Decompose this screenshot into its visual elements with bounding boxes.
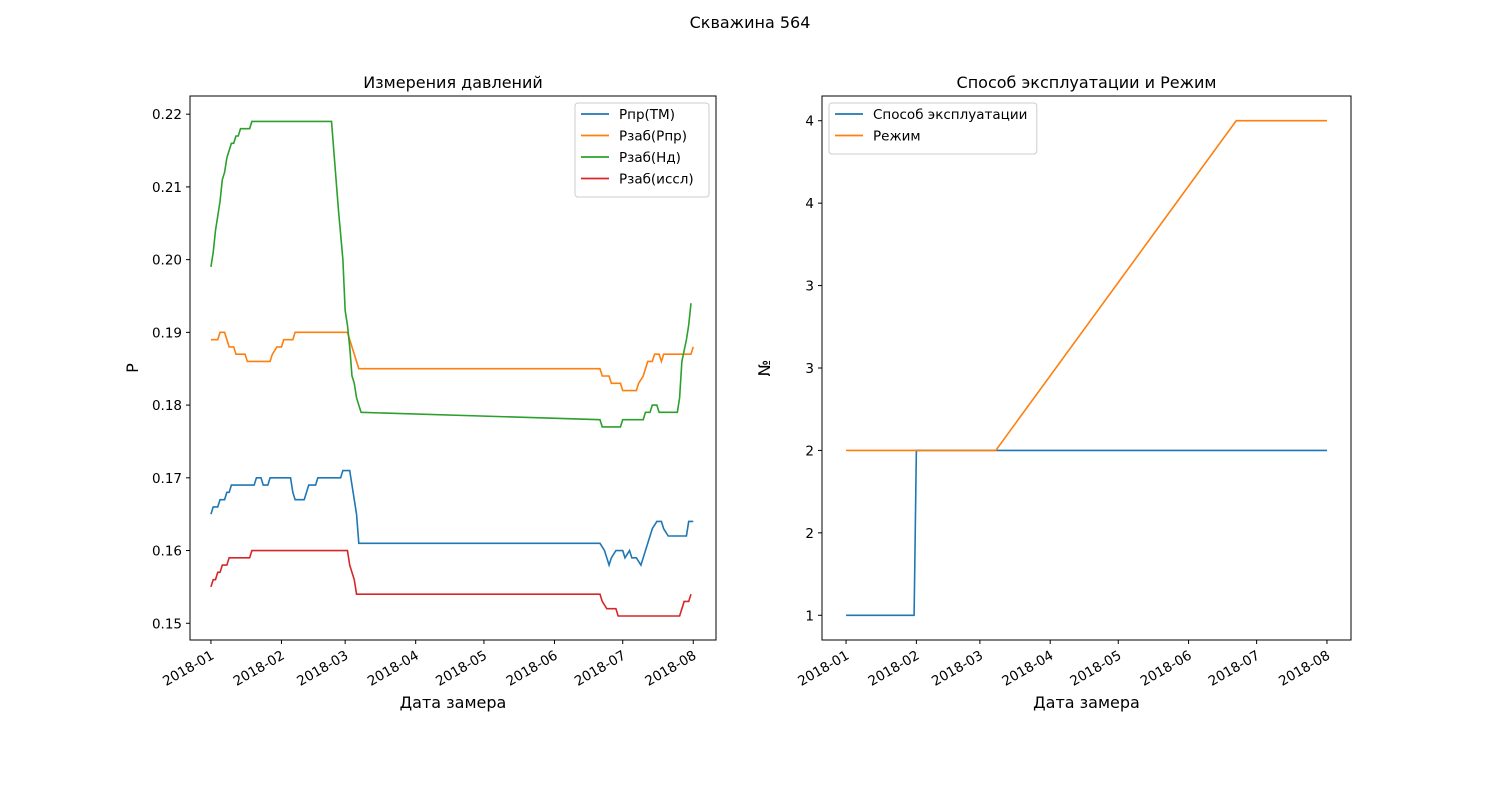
legend-box [828,102,1038,155]
y-tick-label: 0.18 [152,398,182,414]
y-axis-label: P [123,363,142,373]
y-tick-label: 4 [805,196,814,212]
legend-label: Режим [873,129,921,145]
series-line [210,331,695,392]
series-line [210,120,692,428]
y-tick-label: 3 [805,279,814,295]
y-tick-label: 0.15 [152,616,182,632]
legend-box [574,102,710,198]
legend-label: Способ эксплуатации [873,107,1027,123]
x-axis-label: Дата замера [1033,693,1140,712]
y-tick-label: 0.17 [152,471,182,487]
chart-title: Способ эксплуатации и Режим [957,73,1217,92]
chart-title: Измерения давлений [363,73,543,92]
y-tick-label: 0.22 [152,107,182,123]
legend-label: Рзаб(Рпр) [619,129,687,145]
y-tick-label: 0.19 [152,325,182,341]
y-tick-label: 1 [805,608,814,624]
y-tick-label: 0.16 [152,544,182,560]
x-axis-label: Дата замера [400,693,507,712]
y-tick-label: 0.21 [152,180,182,196]
y-axis-label: № [755,360,774,377]
figure-title: Скважина 564 [690,13,811,32]
y-tick-label: 4 [805,114,814,130]
series-line [210,469,694,568]
legend-label: Рпр(ТМ) [619,107,675,123]
y-tick-label: 2 [805,443,814,459]
y-tick-label: 0.20 [152,253,182,269]
y-tick-label: 2 [805,526,814,542]
series-line [846,449,1327,617]
axes-frame [189,95,717,641]
y-tick-label: 3 [805,361,814,377]
legend-label: Рзаб(Нд) [619,150,681,166]
legend-label: Рзаб(иссл) [619,172,694,188]
series-line [846,119,1327,452]
series-line [210,549,692,617]
axes-frame [821,95,1352,641]
